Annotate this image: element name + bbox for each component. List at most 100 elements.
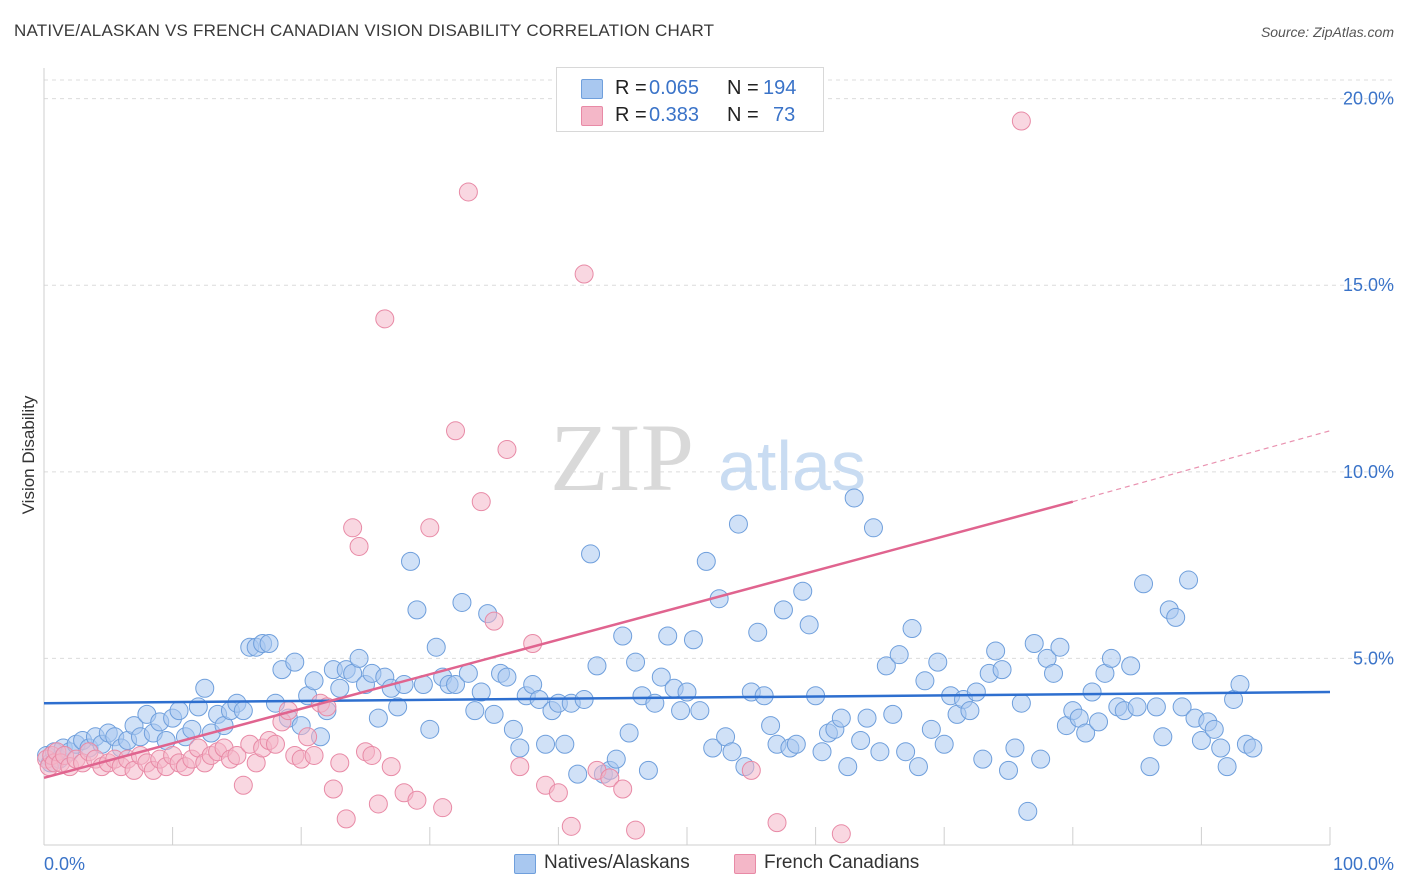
point-natives xyxy=(761,716,781,736)
y-axis-label: Vision Disability xyxy=(19,395,38,514)
point-french xyxy=(767,813,787,833)
point-natives xyxy=(368,708,388,728)
point-natives xyxy=(1011,693,1031,713)
y-tick-label: 15.0% xyxy=(1343,275,1394,295)
point-natives xyxy=(1082,682,1102,702)
point-natives xyxy=(902,619,922,639)
point-natives xyxy=(1076,723,1096,743)
point-natives xyxy=(690,701,710,721)
point-natives xyxy=(683,630,703,650)
point-natives xyxy=(497,667,517,687)
point-natives xyxy=(658,626,678,646)
point-natives xyxy=(908,757,928,777)
point-natives xyxy=(915,671,935,691)
point-natives xyxy=(863,518,883,538)
point-natives xyxy=(1230,675,1250,695)
point-natives xyxy=(960,701,980,721)
point-french xyxy=(227,745,247,765)
point-natives xyxy=(838,757,858,777)
point-natives xyxy=(1127,697,1147,717)
point-natives xyxy=(812,742,832,762)
point-french xyxy=(574,264,594,284)
point-natives xyxy=(1089,712,1109,732)
point-natives xyxy=(1018,801,1038,821)
source-label: Source: ZipAtlas.com xyxy=(1260,24,1394,40)
point-natives xyxy=(966,682,986,702)
point-french xyxy=(265,734,285,754)
legend-n-value: 73 xyxy=(773,104,796,126)
legend-swatch-blue xyxy=(514,854,536,874)
trendlines xyxy=(43,430,1331,780)
point-natives xyxy=(1179,570,1199,590)
point-natives xyxy=(510,738,530,758)
point-french xyxy=(548,783,568,803)
trendline-french-extension xyxy=(1072,430,1331,503)
legend-n-value: 194 xyxy=(763,77,797,99)
point-natives xyxy=(1031,749,1051,769)
legend-row-french: R = 0.383 N = 73 xyxy=(557,100,823,128)
point-natives xyxy=(851,731,871,751)
point-natives xyxy=(304,671,324,691)
point-natives xyxy=(999,760,1018,780)
point-natives xyxy=(748,622,768,642)
point-french xyxy=(433,798,453,818)
point-french xyxy=(368,794,388,814)
gridlines xyxy=(44,79,1396,659)
point-natives xyxy=(401,551,421,571)
point-natives xyxy=(484,704,504,724)
point-natives xyxy=(1101,648,1121,668)
legend-label-french: French Canadians xyxy=(764,852,920,873)
point-natives xyxy=(883,704,903,724)
point-natives xyxy=(471,682,491,702)
point-natives xyxy=(992,660,1012,680)
axes xyxy=(43,68,1331,846)
point-french xyxy=(831,824,851,844)
point-french xyxy=(330,753,350,773)
point-natives xyxy=(349,648,369,668)
point-natives xyxy=(793,581,813,601)
point-natives xyxy=(773,600,793,620)
point-natives xyxy=(606,749,626,769)
point-natives xyxy=(889,645,909,665)
point-natives xyxy=(1211,738,1231,758)
point-natives xyxy=(876,656,896,676)
point-natives xyxy=(330,678,350,698)
x-tick-label-left: 0.0% xyxy=(44,854,85,874)
y-tick-label: 10.0% xyxy=(1343,462,1394,482)
y-tick-label: 5.0% xyxy=(1353,648,1394,668)
point-natives xyxy=(638,760,658,780)
point-french xyxy=(233,775,253,795)
point-natives xyxy=(619,723,639,743)
legend-label-natives: Natives/Alaskans xyxy=(544,852,690,873)
series-legend: Natives/Alaskans French Canadians xyxy=(0,852,1406,878)
point-natives xyxy=(844,488,864,508)
point-french xyxy=(497,439,517,459)
point-french xyxy=(458,182,478,202)
point-french xyxy=(484,611,504,631)
point-natives xyxy=(1146,697,1166,717)
point-natives xyxy=(1134,574,1154,594)
point-french xyxy=(523,633,543,653)
legend-n-label: N = xyxy=(727,77,759,99)
point-french xyxy=(626,820,646,840)
point-natives xyxy=(799,615,819,635)
point-natives xyxy=(786,734,806,754)
point-natives xyxy=(1024,633,1044,653)
legend-n-label: N = xyxy=(727,104,759,126)
point-natives xyxy=(1172,697,1192,717)
point-natives xyxy=(503,719,523,739)
point-natives xyxy=(536,734,556,754)
point-natives xyxy=(626,652,646,672)
point-natives xyxy=(986,641,1006,661)
point-french xyxy=(362,745,382,765)
point-french xyxy=(381,757,401,777)
point-french xyxy=(600,768,620,788)
point-natives xyxy=(446,675,466,695)
point-french xyxy=(613,779,633,799)
point-natives xyxy=(169,701,189,721)
point-natives xyxy=(1166,607,1186,627)
point-natives xyxy=(857,708,877,728)
point-natives xyxy=(568,764,588,784)
series-blue xyxy=(37,488,1263,821)
legend-row-natives: R = 0.065 N = 194 xyxy=(557,73,823,101)
